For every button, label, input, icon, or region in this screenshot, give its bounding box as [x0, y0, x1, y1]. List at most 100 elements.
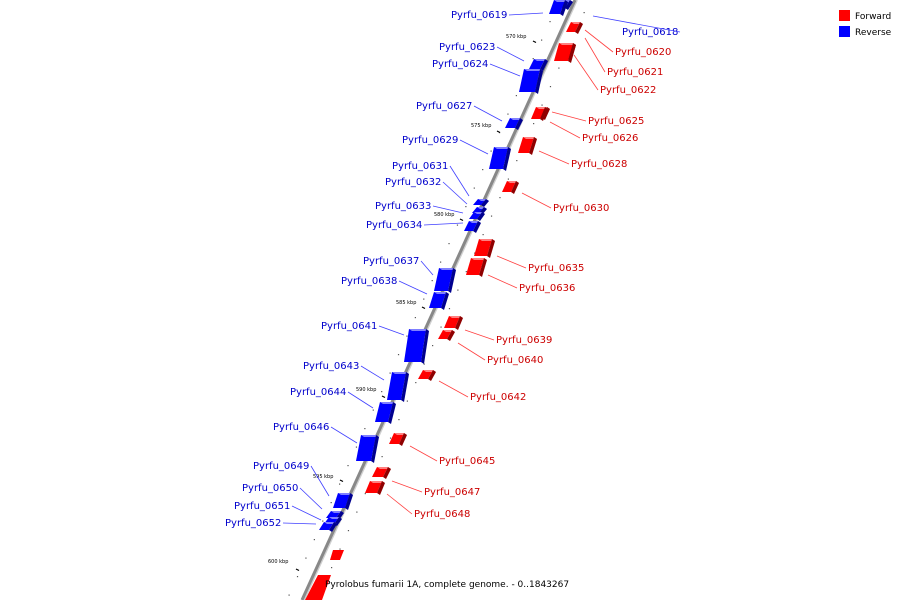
gene-pyrfu-0639[interactable] [444, 316, 463, 330]
gene-label[interactable]: Pyrfu_0625 [588, 116, 644, 127]
gene-label[interactable]: Pyrfu_0623 [439, 42, 495, 53]
gene-pyrfu-0638[interactable] [429, 292, 449, 310]
gene-pyrfu-0633[interactable] [469, 212, 485, 221]
gene-top-face [523, 137, 537, 139]
gene-top-face [361, 435, 379, 437]
gene-pyrfu-0631[interactable] [473, 199, 489, 207]
track-dot [339, 548, 341, 550]
gene-label[interactable]: Pyrfu_0652 [225, 518, 281, 529]
gene-pyrfu-0628[interactable] [518, 137, 537, 155]
track-dot [381, 456, 383, 458]
gene-label[interactable]: Pyrfu_0647 [424, 487, 480, 498]
gene-side-face [540, 59, 548, 71]
gene-face [387, 372, 406, 400]
gene-pyrfu-0627[interactable] [505, 118, 523, 130]
gene-label[interactable]: Pyrfu_0631 [392, 161, 448, 172]
gene-label[interactable]: Pyrfu_0649 [253, 461, 309, 472]
gene-label[interactable]: Pyrfu_0646 [273, 422, 329, 433]
gene-label[interactable]: Pyrfu_0627 [416, 101, 472, 112]
gene-label[interactable]: Pyrfu_0644 [290, 387, 346, 398]
gene-label[interactable]: Pyrfu_0626 [582, 133, 638, 144]
track-dot [583, 12, 585, 14]
gene-partial-bottom[interactable] [305, 550, 344, 600]
gene-label[interactable]: Pyrfu_0620 [615, 47, 671, 58]
gene-label[interactable]: Pyrfu_0650 [242, 483, 298, 494]
gene-side-face [529, 137, 537, 155]
gene-pyrfu-0624[interactable] [519, 69, 543, 94]
track-dot [397, 354, 400, 356]
gene-label[interactable]: Pyrfu_0639 [496, 335, 552, 346]
gene-label[interactable]: Pyrfu_0618 [622, 27, 678, 38]
scale-tick-mark [339, 479, 344, 483]
gene-pyrfu-0645[interactable] [389, 433, 407, 446]
gene-label-connector [457, 342, 486, 361]
gene-pyrfu-0626[interactable] [531, 107, 548, 121]
gene-pyrfu-0646[interactable] [356, 435, 379, 463]
track-dot [558, 67, 560, 69]
gene-label[interactable]: Pyrfu_0643 [303, 361, 359, 372]
gene-label[interactable]: Pyrfu_0619 [451, 10, 507, 21]
gene-pyrfu-0635[interactable] [474, 239, 495, 258]
track-dot [473, 187, 475, 189]
gene-side-face [388, 402, 396, 424]
gene-side-face [565, 0, 573, 10]
track-dot [507, 178, 509, 180]
gene-label[interactable]: Pyrfu_0637 [363, 256, 419, 267]
gene-pyrfu-0642[interactable] [418, 370, 436, 381]
gene-label-connector [378, 325, 405, 336]
gene-face [466, 258, 484, 275]
gene-label-connector [464, 329, 495, 341]
gene-label[interactable]: Pyrfu_0624 [432, 59, 488, 70]
gene-pyrfu-0640[interactable] [438, 330, 455, 341]
gene-pyrfu-0644[interactable] [375, 402, 396, 424]
gene-pyrfu-0622[interactable] [554, 43, 576, 63]
gene-face [566, 22, 580, 32]
gene-pyrfu-0634[interactable] [464, 221, 481, 233]
track-dot [330, 502, 332, 504]
gene-side-face [401, 372, 409, 402]
gene-label[interactable]: Pyrfu_0630 [553, 203, 609, 214]
gene-pyrfu-0649[interactable] [333, 493, 353, 510]
gene-label[interactable]: Pyrfu_0628 [571, 159, 627, 170]
gene-pyrfu-0629[interactable] [489, 147, 511, 171]
gene-label[interactable]: Pyrfu_0629 [402, 135, 458, 146]
scale-tick-mark [532, 40, 537, 44]
gene-pyrfu-0623[interactable] [529, 59, 548, 71]
gene-label[interactable]: Pyrfu_0651 [234, 501, 290, 512]
gene-label[interactable]: Pyrfu_0645 [439, 456, 495, 467]
track-dot [305, 557, 307, 559]
gene-label[interactable]: Pyrfu_0642 [470, 392, 526, 403]
gene-side-face [455, 316, 463, 330]
gene-pyrfu-0620[interactable] [566, 22, 583, 34]
gene-pyrfu-0652[interactable] [319, 522, 337, 532]
gene-pyrfu-0630[interactable] [502, 181, 519, 194]
gene-label[interactable]: Pyrfu_0633 [375, 201, 431, 212]
gene-face [519, 69, 540, 92]
gene-side-face [568, 43, 576, 63]
gene-label[interactable]: Pyrfu_0622 [600, 85, 656, 96]
gene-label[interactable]: Pyrfu_0640 [487, 355, 543, 366]
gene-pyrfu-0637[interactable] [434, 268, 456, 293]
gene-label[interactable]: Pyrfu_0621 [607, 67, 663, 78]
gene-pyrfu-0641[interactable] [404, 329, 429, 364]
gene-pyrfu-0643[interactable] [387, 372, 409, 402]
gene-label[interactable]: Pyrfu_0648 [414, 509, 470, 520]
gene-label[interactable]: Pyrfu_0635 [528, 263, 584, 274]
gene-label[interactable]: Pyrfu_0634 [366, 220, 422, 231]
track-dot [313, 539, 315, 541]
gene-pyrfu-0636[interactable] [466, 258, 487, 277]
gene-pyrfu-0619[interactable] [549, 0, 568, 16]
track-dot [347, 530, 350, 532]
gene-label[interactable]: Pyrfu_0632 [385, 177, 441, 188]
gene-side-face [345, 493, 353, 510]
gene-label-connector [459, 139, 489, 155]
gene-pyrfu-0648[interactable] [365, 481, 385, 495]
track-dot [431, 280, 433, 282]
gene-side-face [329, 522, 337, 532]
gene-label[interactable]: Pyrfu_0638 [341, 276, 397, 287]
gene-label[interactable]: Pyrfu_0636 [519, 283, 575, 294]
gene-pyrfu-0647[interactable] [372, 467, 391, 479]
track-dot [288, 594, 290, 596]
gene-label[interactable]: Pyrfu_0641 [321, 321, 377, 332]
gene-label-connector [291, 505, 322, 521]
